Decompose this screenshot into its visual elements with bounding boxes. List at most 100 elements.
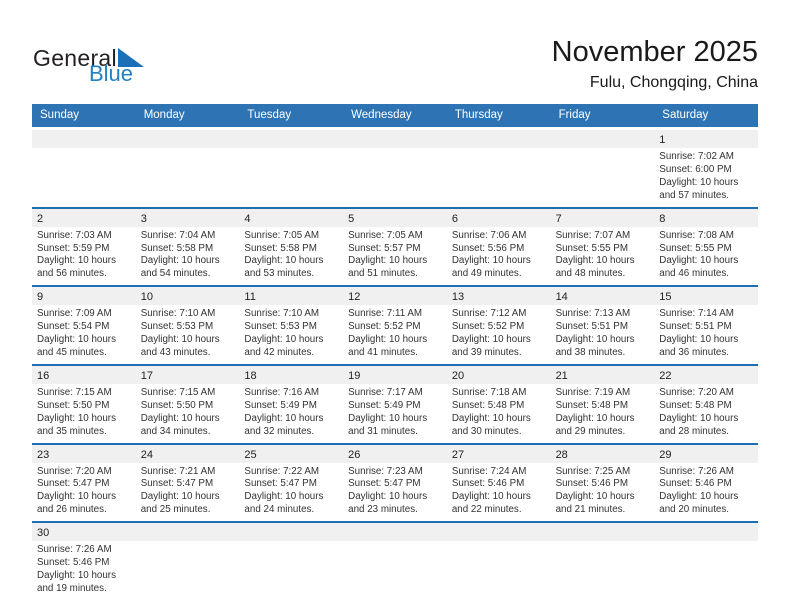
day-number [239,523,344,542]
day-details: Sunrise: 7:12 AM Sunset: 5:52 PM Daylight:… [447,305,551,364]
calendar-weeks: 1 Sunrise: 7:02 AM Sunset: 6:00 PM Daylight… [32,130,758,600]
day-details: Sunrise: 7:19 AM Sunset: 5:48 PM Daylight:… [551,384,655,443]
day-number [550,523,655,542]
day-details [447,541,551,594]
daylight-text: Daylight: 10 hours and 31 minutes. [348,412,428,437]
day-number [343,523,447,542]
day-cell-7: 7 Sunrise: 7:07 AM Sunset: 5:55 PM Daylight… [550,208,655,286]
daylight-text: Daylight: 10 hours and 25 minutes. [140,491,220,516]
sunrise-text: Sunrise: 7:26 AM [659,465,734,477]
sunrise-text: Sunrise: 7:05 AM [348,229,423,241]
day-cell-1: 1 Sunrise: 7:02 AM Sunset: 6:00 PM Daylight… [654,130,758,207]
sunrise-text: Sunrise: 7:16 AM [244,386,320,398]
day-number: 7 [550,208,655,227]
day-number: 9 [32,287,136,306]
day-cell-2: 2 Sunrise: 7:03 AM Sunset: 5:59 PM Daylight… [32,208,136,286]
sunset-text: Sunset: 5:51 PM [659,321,732,333]
day-details: Sunrise: 7:22 AM Sunset: 5:47 PM Daylight:… [239,463,343,522]
sunset-text: Sunset: 5:46 PM [659,478,732,490]
general-blue-logo: General Blue [33,46,144,85]
day-cell-empty [239,130,344,207]
day-number: 1 [654,130,758,148]
sunset-text: Sunset: 5:50 PM [140,399,214,411]
sunrise-text: Sunrise: 7:20 AM [659,386,734,398]
day-number [550,130,655,148]
weekday-header-thursday: Thursday [454,109,503,121]
day-number: 16 [32,365,136,384]
day-cell-24: 24 Sunrise: 7:21 AM Sunset: 5:47 PM Dayligh… [135,444,240,522]
day-number: 25 [239,444,344,463]
sunrise-text: Sunrise: 7:11 AM [348,308,423,320]
sunset-text: Sunset: 5:49 PM [244,399,317,411]
page-header: General Blue November 2025 Fulu, Chongqi… [32,0,758,104]
daylight-text: Daylight: 10 hours and 24 minutes. [244,491,324,516]
day-cell-19: 19 Sunrise: 7:17 AM Sunset: 5:49 PM Dayligh… [343,365,447,443]
sunrise-text: Sunrise: 7:21 AM [140,465,216,477]
day-details: Sunrise: 7:26 AM Sunset: 5:46 PM Daylight:… [32,541,136,600]
weekday-header-saturday: Saturday [662,109,709,121]
day-details [447,148,551,201]
day-cell-empty [446,130,551,207]
daylight-text: Daylight: 10 hours and 45 minutes. [37,334,116,358]
sunrise-text: Sunrise: 7:12 AM [451,308,527,320]
day-cell-empty [550,130,655,207]
day-cell-empty [550,523,655,600]
sunrise-text: Sunrise: 7:25 AM [555,465,631,477]
day-number: 30 [32,523,136,542]
day-cell-15: 15 Sunrise: 7:14 AM Sunset: 5:51 PM Dayligh… [654,287,758,364]
day-cell-16: 16 Sunrise: 7:15 AM Sunset: 5:50 PM Dayligh… [32,365,136,443]
sunrise-text: Sunrise: 7:23 AM [348,465,423,477]
daylight-text: Daylight: 10 hours and 48 minutes. [555,255,635,280]
sunset-text: Sunset: 5:55 PM [555,242,628,254]
day-cell-17: 17 Sunrise: 7:15 AM Sunset: 5:50 PM Dayligh… [135,365,240,443]
sunrise-text: Sunrise: 7:18 AM [451,386,527,398]
sunset-text: Sunset: 5:47 PM [37,478,110,490]
day-number: 26 [343,444,447,463]
sunrise-text: Sunrise: 7:14 AM [659,308,734,320]
sunrise-text: Sunrise: 7:15 AM [37,386,112,398]
sunrise-text: Sunrise: 7:19 AM [555,386,631,398]
day-number: 19 [343,365,447,384]
day-cell-29: 29 Sunrise: 7:26 AM Sunset: 5:46 PM Dayligh… [654,444,758,522]
title-block: November 2025 Fulu, Chongqing, China [552,36,758,92]
day-details: Sunrise: 7:23 AM Sunset: 5:47 PM Daylight:… [343,463,447,522]
week-row: 23 Sunrise: 7:20 AM Sunset: 5:47 PM Dayligh… [32,442,758,522]
logo-word-blue: Blue [89,61,134,86]
day-details [654,541,758,594]
day-details: Sunrise: 7:08 AM Sunset: 5:55 PM Daylight:… [654,227,758,286]
daylight-text: Daylight: 10 hours and 51 minutes. [348,255,428,280]
sunset-text: Sunset: 5:52 PM [451,321,525,333]
daylight-text: Daylight: 10 hours and 19 minutes. [37,569,116,594]
weekday-header-friday: Friday [558,109,591,121]
week-row: 30 Sunrise: 7:26 AM Sunset: 5:46 PM Dayligh… [32,521,758,600]
day-number [135,523,240,542]
daylight-text: Daylight: 10 hours and 57 minutes. [659,176,739,201]
sunset-text: Sunset: 5:51 PM [555,321,628,333]
day-cell-10: 10 Sunrise: 7:10 AM Sunset: 5:53 PM Dayligh… [135,287,240,364]
sunset-text: Sunset: 5:46 PM [555,478,628,490]
day-details: Sunrise: 7:13 AM Sunset: 5:51 PM Daylight:… [551,305,655,364]
day-details: Sunrise: 7:17 AM Sunset: 5:49 PM Daylight:… [343,384,447,443]
sunrise-text: Sunrise: 7:03 AM [37,229,112,241]
day-details: Sunrise: 7:15 AM Sunset: 5:50 PM Daylight:… [32,384,136,443]
day-number: 23 [32,444,136,463]
day-number [654,523,758,542]
day-cell-8: 8 Sunrise: 7:08 AM Sunset: 5:55 PM Daylight… [654,208,758,286]
weekday-header-monday: Monday [143,109,185,121]
logo-top-row: General [33,46,144,70]
sunrise-text: Sunrise: 7:09 AM [37,308,112,320]
day-number: 4 [239,208,344,227]
day-details: Sunrise: 7:05 AM Sunset: 5:57 PM Daylight:… [343,227,447,286]
daylight-text: Daylight: 10 hours and 39 minutes. [451,334,531,358]
daylight-text: Daylight: 10 hours and 30 minutes. [451,412,531,437]
daylight-text: Daylight: 10 hours and 36 minutes. [659,334,739,358]
daylight-text: Daylight: 10 hours and 54 minutes. [140,255,220,280]
page-title: November 2025 [551,36,758,68]
sunrise-text: Sunrise: 7:20 AM [37,465,112,477]
daylight-text: Daylight: 10 hours and 26 minutes. [37,491,116,516]
sunset-text: Sunset: 5:49 PM [348,399,421,411]
weekday-header-tuesday: Tuesday [247,109,292,121]
day-details: Sunrise: 7:06 AM Sunset: 5:56 PM Daylight:… [447,227,551,286]
sunset-text: Sunset: 5:59 PM [37,242,110,254]
week-row: 16 Sunrise: 7:15 AM Sunset: 5:50 PM Dayligh… [32,363,758,443]
